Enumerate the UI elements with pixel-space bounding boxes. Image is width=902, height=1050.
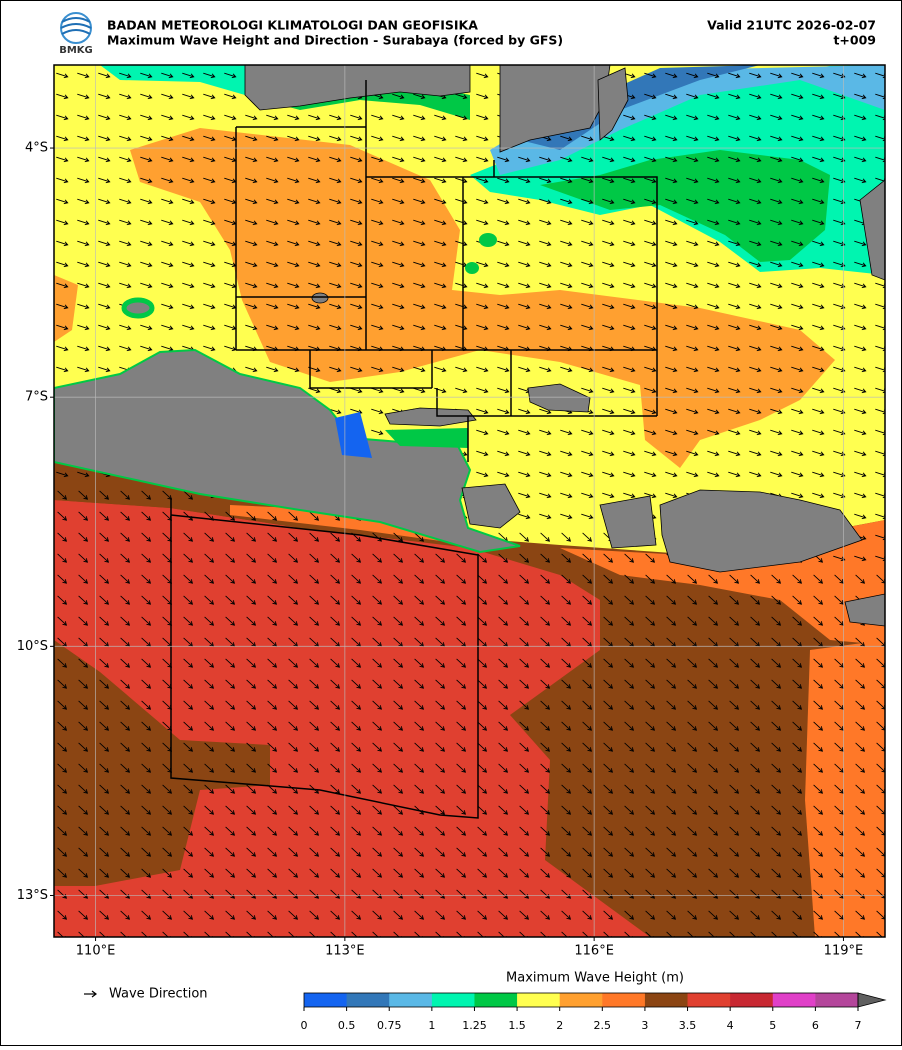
laut-island bbox=[597, 67, 629, 141]
colorbar-tick-label: 7 bbox=[855, 1019, 862, 1032]
java bbox=[54, 348, 521, 554]
shoal-1 bbox=[479, 233, 497, 247]
colorbar-title: Maximum Wave Height (m) bbox=[506, 971, 684, 986]
logo-text: BMKG bbox=[59, 45, 93, 56]
zone-boundaries bbox=[170, 80, 658, 819]
header-subtitle: Maximum Wave Height and Direction - Sura… bbox=[107, 33, 563, 48]
sea-orange bbox=[130, 128, 835, 468]
colorbar-segment bbox=[559, 993, 603, 1007]
x-tick-label: 110°E bbox=[76, 944, 116, 959]
header-title: BADAN METEOROLOGI KLIMATOLOGI DAN GEOFIS… bbox=[107, 18, 478, 33]
sea-orange-east bbox=[805, 640, 885, 937]
wave-arrow-field bbox=[56, 72, 885, 937]
strait-blue bbox=[335, 412, 372, 458]
colorbar-tick-label: 1 bbox=[428, 1019, 435, 1032]
colorbar-tick-label: 0 bbox=[301, 1019, 308, 1032]
north-zones bbox=[235, 80, 658, 462]
lead-time: t+009 bbox=[833, 33, 876, 48]
sea-brown-west bbox=[54, 640, 270, 886]
colorbar-tick-label: 1.5 bbox=[508, 1019, 526, 1032]
colorbar-segment bbox=[517, 993, 561, 1007]
colorbar-tick-label: 4 bbox=[727, 1019, 734, 1032]
valid-time: Valid 21UTC 2026-02-07 bbox=[707, 18, 876, 33]
sumba-tip bbox=[844, 593, 885, 627]
madura bbox=[384, 407, 477, 427]
colorbar-tick-label: 2 bbox=[556, 1019, 563, 1032]
logo-waves bbox=[60, 17, 92, 35]
karimunjawa bbox=[121, 297, 155, 319]
x-tick-label: 116°E bbox=[574, 944, 614, 959]
x-tick-label: 119°E bbox=[824, 944, 864, 959]
bali bbox=[461, 483, 521, 529]
colorbar-segment bbox=[304, 993, 348, 1007]
y-tick-label: 13°S bbox=[17, 888, 48, 903]
wave-direction-icon-head bbox=[91, 990, 97, 998]
colorbar-segment bbox=[602, 993, 646, 1007]
colorbar-tick-label: 5 bbox=[769, 1019, 776, 1032]
colorbar-segment bbox=[431, 993, 475, 1007]
sea-red bbox=[54, 500, 650, 937]
colorbar-tick-label: 0.5 bbox=[338, 1019, 356, 1032]
kangean bbox=[527, 383, 591, 413]
map bbox=[54, 65, 885, 937]
colorbar-segment bbox=[474, 993, 518, 1007]
south-zone bbox=[170, 498, 479, 819]
colorbar-segment bbox=[772, 993, 816, 1007]
colorbar-frame bbox=[303, 992, 859, 1008]
colorbar-segment bbox=[687, 993, 731, 1007]
y-tick-label: 4°S bbox=[25, 141, 48, 156]
sea-orange-coast bbox=[230, 505, 470, 545]
y-tick-label: 7°S bbox=[25, 390, 48, 405]
colorbar-tick-label: 0.75 bbox=[377, 1019, 402, 1032]
axes: 110°E 113°E 116°E 119°E 4°S 7°S 10°S 13°S bbox=[17, 141, 864, 959]
borneo-south bbox=[244, 65, 471, 111]
colorbar-segment bbox=[730, 993, 774, 1007]
colorbar-segment bbox=[346, 993, 390, 1007]
sea-cyan-north bbox=[100, 65, 245, 95]
wave-arrows bbox=[56, 72, 885, 937]
graticule bbox=[54, 65, 885, 937]
sea-green bbox=[540, 150, 830, 262]
colorbar-tick-label: 1.25 bbox=[462, 1019, 487, 1032]
colorbar-tick-label: 3.5 bbox=[679, 1019, 697, 1032]
sulawesi-tip bbox=[859, 179, 885, 281]
x-tick-label: 113°E bbox=[325, 944, 365, 959]
colorbar-segment bbox=[644, 993, 689, 1007]
sumbawa bbox=[659, 489, 863, 573]
colorbar-tick-label: 2.5 bbox=[594, 1019, 612, 1032]
colorbar-tick-label: 6 bbox=[812, 1019, 819, 1032]
land bbox=[54, 65, 885, 627]
wave-direction-label: Wave Direction bbox=[109, 987, 208, 1002]
map-frame bbox=[53, 64, 886, 938]
shoal-2 bbox=[465, 262, 479, 274]
colorbar: 0 0.5 0.75 1 1.25 1.5 2 2.5 3 3.5 4 5 6 7 bbox=[301, 992, 887, 1032]
bawean bbox=[311, 292, 329, 304]
borneo-east bbox=[499, 65, 611, 153]
lombok bbox=[599, 495, 657, 549]
colorbar-segment bbox=[815, 993, 859, 1007]
y-tick-label: 10°S bbox=[17, 639, 48, 654]
colorbar-segment bbox=[389, 993, 433, 1007]
strait-green bbox=[385, 428, 468, 448]
colorbar-tick-label: 3 bbox=[641, 1019, 648, 1032]
logo: BMKG bbox=[59, 12, 93, 56]
